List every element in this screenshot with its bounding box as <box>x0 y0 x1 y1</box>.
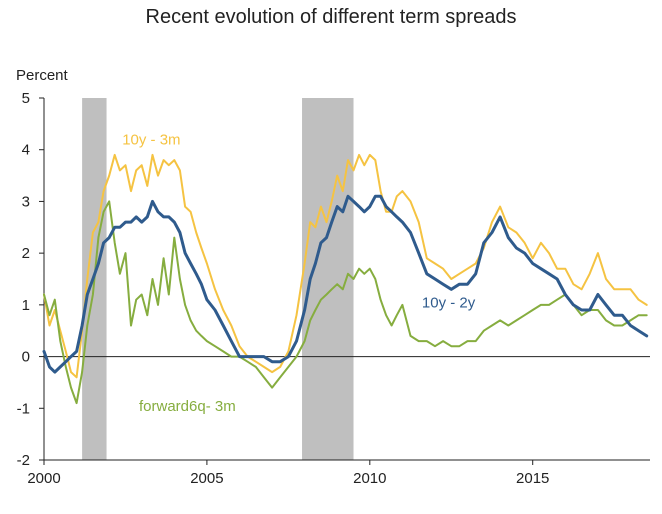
chart-title: Recent evolution of different term sprea… <box>145 6 517 28</box>
x-axis-ticks: 2000 2005 2010 2015 <box>27 460 549 487</box>
y-axis-ticks: -2 -1 0 1 2 3 4 5 <box>17 90 44 469</box>
series-line-3 <box>43 200 648 405</box>
series-labels: 10y - 3m 10y - 2y forward6q- 3m <box>122 132 476 415</box>
series-label-3: forward6q- 3m <box>139 398 236 415</box>
x-tick-label: 2000 <box>27 470 60 487</box>
y-tick-label: 5 <box>22 90 30 107</box>
y-tick-label: -2 <box>17 452 30 469</box>
y-tick-label: 4 <box>22 142 30 159</box>
series-label-1: 10y - 3m <box>122 132 180 149</box>
y-tick-label: 3 <box>22 193 30 210</box>
series-label-2: 10y - 2y <box>422 294 476 311</box>
x-tick-label: 2015 <box>516 470 549 487</box>
x-tick-label: 2005 <box>190 470 223 487</box>
y-tick-label: 1 <box>22 297 30 314</box>
x-tick-label: 2010 <box>353 470 386 487</box>
y-tick-label: -1 <box>17 400 30 417</box>
y-tick-label: 2 <box>22 245 30 262</box>
y-tick-label: 0 <box>22 349 30 366</box>
series-lines <box>42 153 649 405</box>
series-line-2 <box>42 194 649 374</box>
series-line-1 <box>43 153 648 379</box>
y-axis-label: Percent <box>16 67 69 84</box>
